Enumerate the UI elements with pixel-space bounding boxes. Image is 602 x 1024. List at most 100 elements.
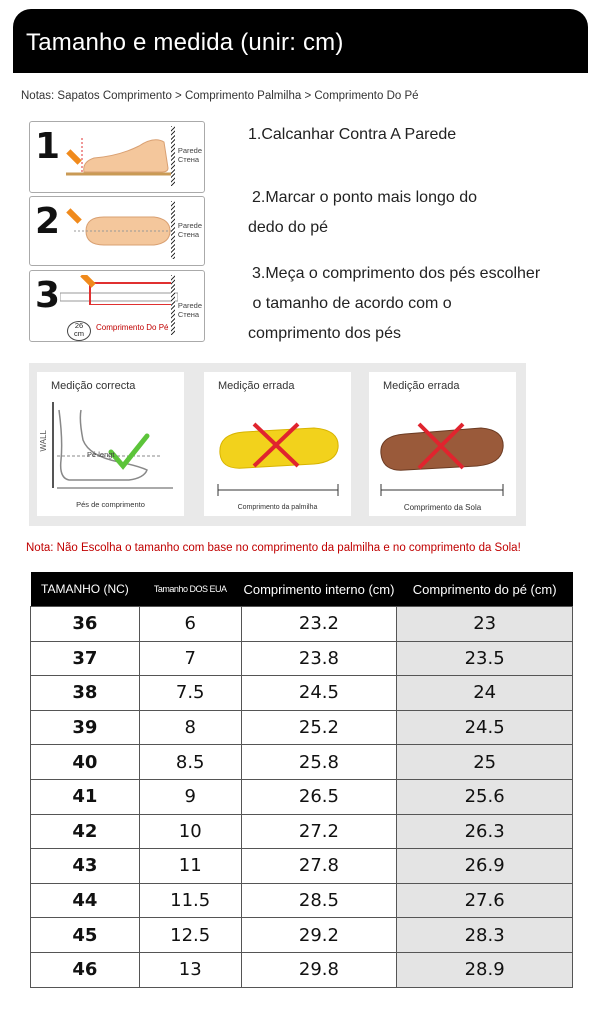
ruler-icon: [60, 275, 178, 305]
column-header: Comprimento interno (cm): [241, 572, 397, 607]
table-cell: 9: [138, 778, 242, 815]
table-cell: 24.5: [396, 709, 573, 746]
step-1-illustration: 1 Parede Стена: [29, 121, 205, 193]
page-title: Tamanho e medida (unir: cm): [26, 29, 344, 56]
ruler-value: 26: [74, 321, 84, 330]
wall-label: Parede Стена: [178, 146, 202, 164]
table-cell: 23.5: [396, 640, 573, 677]
step-2-line: dedo do pé: [248, 219, 329, 236]
table-cell: 23: [396, 606, 573, 642]
table-cell: 24: [396, 675, 573, 711]
card-title: Medição errada: [383, 380, 460, 392]
table-cell: 27.6: [396, 882, 573, 919]
foot-length-label: Comprimento Do Pé: [96, 323, 169, 332]
foot-top-icon: [66, 208, 172, 246]
table-cell: 10: [138, 813, 242, 850]
card-caption: Comprimento da palmilha: [237, 504, 318, 511]
correct-measurement-card: Medição correcta WALL Pé lengt Pés de co…: [37, 372, 184, 516]
table-cell: 25: [396, 744, 573, 780]
table-cell: 25.8: [240, 744, 398, 780]
table-header-row: TAMANHO (NC) Tamanho DOS EUA Comprimento…: [30, 572, 573, 607]
table-row: 44 11.5 28.5 27.6: [30, 882, 573, 919]
table-cell: 11.5: [138, 882, 242, 919]
ruler-unit: cm: [74, 329, 84, 338]
table-cell: 41: [30, 778, 140, 815]
table-cell: 38: [30, 675, 140, 711]
table-cell: 26.3: [396, 813, 573, 850]
wall-label-pt: Parede: [177, 221, 202, 230]
table-cell: 29.8: [240, 951, 398, 988]
table-cell: 28.3: [396, 917, 573, 953]
table-cell: 8: [138, 709, 242, 746]
step-3-line: comprimento dos pés: [248, 325, 401, 342]
step-3-line: 3.Meça o comprimento dos pés escolher: [252, 265, 541, 282]
notes-text: Notas: Sapatos Comprimento > Comprimento…: [21, 90, 419, 102]
wall-label-ru: Стена: [177, 155, 200, 164]
table-cell: 6: [138, 606, 242, 642]
table-cell: 45: [30, 917, 140, 953]
step-number: 3: [35, 275, 61, 316]
wall-label: Parede Стена: [178, 221, 202, 239]
table-cell: 29.2: [240, 917, 398, 953]
table-cell: 39: [30, 709, 140, 746]
wall-hatch: [171, 201, 175, 259]
step-3-illustration: 3 26 cm Comprimento Do Pé Parede Стена: [29, 270, 205, 342]
card-caption: Pés de comprimento: [76, 500, 145, 509]
card-caption: Comprimento da Sola: [403, 503, 482, 512]
arrow-label: Pé lengt: [87, 450, 115, 459]
table-cell: 23.2: [240, 606, 398, 642]
step-number: 2: [35, 201, 61, 242]
table-cell: 36: [30, 606, 140, 642]
table-cell: 25.6: [396, 778, 573, 815]
table-row: 39 8 25.2 24.5: [30, 709, 573, 746]
table-row: 45 12.5 29.2 28.3: [30, 917, 573, 953]
warning-note: Nota: Não Escolha o tamanho com base no …: [26, 542, 521, 554]
card-title: Medição errada: [218, 380, 295, 392]
table-cell: 8.5: [138, 744, 242, 780]
wall-hatch: [171, 126, 175, 186]
foot-side-icon: [66, 138, 172, 176]
step-2-illustration: 2 Parede Стена: [29, 196, 205, 266]
table-cell: 12.5: [138, 917, 242, 953]
step-2-text: 2.Marcar o ponto mais longo do dedo do p…: [248, 183, 477, 243]
sole-icon: [380, 422, 504, 496]
table-cell: 40: [30, 744, 140, 780]
wall-label: Parede Стена: [178, 301, 202, 319]
size-table: TAMANHO (NC) Tamanho DOS EUA Comprimento…: [30, 572, 573, 988]
step-1-line: 1.Calcanhar Contra A Parede: [248, 126, 457, 143]
wall-label-ru: Стена: [177, 310, 200, 319]
table-cell: 42: [30, 813, 140, 850]
table-cell: 7.5: [138, 675, 242, 711]
column-header: TAMANHO (NC): [30, 572, 140, 607]
table-row: 42 10 27.2 26.3: [30, 813, 573, 850]
table-cell: 27.8: [240, 848, 398, 884]
table-cell: 26.5: [240, 778, 398, 815]
table-cell: 46: [30, 951, 140, 988]
table-row: 41 9 26.5 25.6: [30, 778, 573, 815]
table-row: 36 6 23.2 23: [30, 606, 573, 642]
wrong-insole-card: Medição errada Comprimento da palmilha: [204, 372, 351, 516]
page-header: Tamanho e medida (unir: cm): [13, 9, 588, 73]
wall-label-pt: Parede: [177, 146, 202, 155]
table-cell: 44: [30, 882, 140, 919]
measurement-comparison: Medição correcta WALL Pé lengt Pés de co…: [29, 363, 526, 526]
table-row: 43 11 27.8 26.9: [30, 848, 573, 884]
table-cell: 13: [138, 951, 242, 988]
wall-label-pt: Parede: [177, 301, 202, 310]
table-cell: 28.9: [396, 951, 573, 988]
step-number: 1: [35, 126, 61, 167]
table-cell: 26.9: [396, 848, 573, 884]
step-1-text: 1.Calcanhar Contra A Parede: [248, 120, 456, 150]
table-cell: 25.2: [240, 709, 398, 746]
table-cell: 28.5: [240, 882, 398, 919]
wall-hatch: [171, 275, 175, 335]
table-cell: 11: [138, 848, 242, 884]
wall-label-ru: Стена: [177, 230, 200, 239]
column-header: Comprimento do pé (cm): [396, 572, 573, 607]
table-cell: 23.8: [240, 640, 398, 677]
foot-outline-icon: [52, 402, 173, 489]
wall-text: WALL: [39, 430, 48, 452]
wrong-sole-card: Medição errada Comprimento da Sola: [369, 372, 516, 516]
ruler-value-badge: 26 cm: [67, 321, 91, 341]
table-row: 40 8.5 25.8 25: [30, 744, 573, 780]
